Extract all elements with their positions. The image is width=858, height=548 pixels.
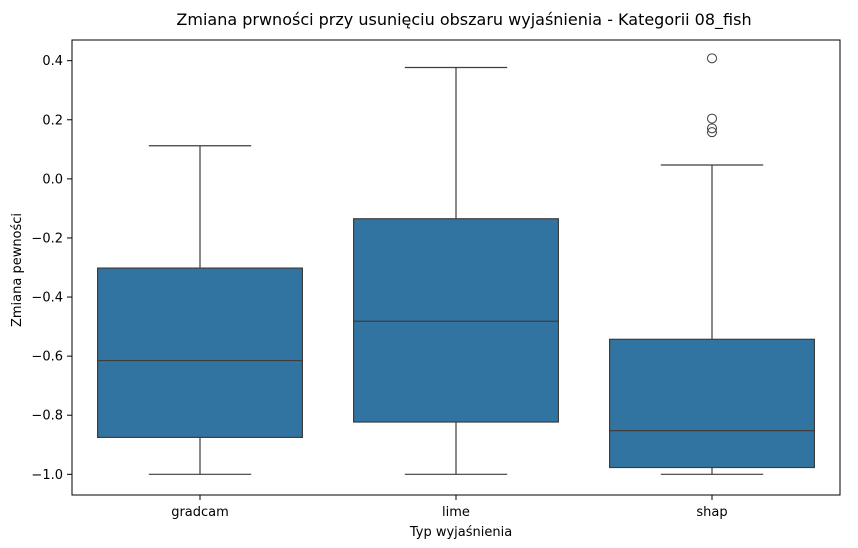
chart-title: Zmiana prwności przy usunięciu obszaru w…: [176, 10, 751, 30]
y-tick-label: −0.8: [31, 409, 63, 424]
y-tick-label: −0.4: [31, 291, 63, 306]
y-tick-label: −1.0: [31, 468, 63, 483]
x-axis-label: Typ wyjaśnienia: [409, 525, 512, 540]
box-gradcam: [96, 267, 304, 438]
outlier-point: [707, 53, 717, 64]
box-lime: [353, 218, 560, 423]
y-tick-label: −0.2: [31, 231, 63, 246]
x-tick-label: lime: [442, 505, 470, 520]
plot-area: 0.4 0.2 0.0 −0.2 −0.4 −0.6 −0.8 −1.0 gradcam lime…: [31, 39, 841, 520]
box-shap: [608, 338, 815, 469]
x-tick-label: gradcam: [171, 505, 229, 520]
outlier-point: [707, 113, 717, 124]
y-axis-label: Zmiana pewności: [10, 213, 25, 327]
outlier-point: [707, 127, 717, 138]
y-tick-label: 0.2: [42, 113, 63, 128]
outlier-point: [707, 123, 717, 134]
y-tick-label: 0.0: [42, 172, 63, 187]
x-tick-label: shap: [696, 505, 727, 520]
y-tick-label: 0.4: [42, 54, 63, 69]
y-tick-label: −0.6: [31, 350, 63, 365]
